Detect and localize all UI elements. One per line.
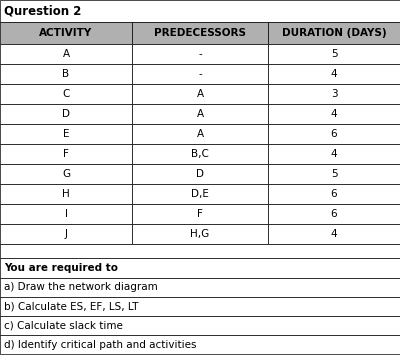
Text: ACTIVITY: ACTIVITY [39,28,93,38]
Text: DURATION (DAYS): DURATION (DAYS) [282,28,386,38]
Text: 3: 3 [331,89,337,99]
Bar [132,164,268,184]
Bar [268,204,400,224]
Text: C: C [62,89,70,99]
Text: c) Calculate slack time: c) Calculate slack time [4,321,123,331]
Bar [268,164,400,184]
Bar [132,84,268,104]
Bar [268,64,400,84]
Text: 4: 4 [331,109,337,119]
Text: B: B [62,69,70,79]
Text: 5: 5 [331,169,337,179]
Bar [132,184,268,204]
Bar [132,224,268,244]
Text: H: H [62,189,70,199]
Bar [268,84,400,104]
Bar [0,124,132,144]
Text: Qurestion 2: Qurestion 2 [4,4,81,17]
Text: B,C: B,C [191,149,209,159]
Text: -: - [198,69,202,79]
Text: A: A [196,89,204,99]
Text: d) Identify critical path and activities: d) Identify critical path and activities [4,339,196,349]
Text: G: G [62,169,70,179]
Text: a) Draw the network diagram: a) Draw the network diagram [4,283,158,292]
Text: F: F [197,209,203,219]
Bar [0,44,132,64]
Bar [268,44,400,64]
Bar [132,124,268,144]
Bar [0,224,132,244]
Bar [132,144,268,164]
Bar [268,104,400,124]
Bar [132,22,268,44]
Text: D: D [62,109,70,119]
Text: A: A [62,49,70,59]
Text: D: D [196,169,204,179]
Bar [132,204,268,224]
Bar [0,144,132,164]
Bar [268,144,400,164]
Bar [0,84,132,104]
Bar [268,124,400,144]
Bar [132,104,268,124]
Bar [0,316,400,335]
Bar [0,244,400,258]
Bar [268,22,400,44]
Text: 4: 4 [331,229,337,239]
Bar [0,0,400,22]
Text: -: - [198,49,202,59]
Text: 6: 6 [331,209,337,219]
Text: F: F [63,149,69,159]
Bar [0,204,132,224]
Bar [0,258,400,278]
Bar [268,224,400,244]
Text: D,E: D,E [191,189,209,199]
Text: E: E [63,129,69,139]
Text: You are required to: You are required to [4,263,118,273]
Bar [132,64,268,84]
Bar [0,278,400,297]
Bar [0,335,400,354]
Bar [132,44,268,64]
Text: A: A [196,129,204,139]
Text: 6: 6 [331,189,337,199]
Text: 6: 6 [331,129,337,139]
Text: J: J [64,229,68,239]
Bar [268,184,400,204]
Text: b) Calculate ES, EF, LS, LT: b) Calculate ES, EF, LS, LT [4,301,138,312]
Text: PREDECESSORS: PREDECESSORS [154,28,246,38]
Text: 5: 5 [331,49,337,59]
Bar [0,104,132,124]
Bar [0,64,132,84]
Text: H,G: H,G [190,229,210,239]
Bar [0,22,132,44]
Bar [0,164,132,184]
Bar [0,297,400,316]
Text: I: I [64,209,68,219]
Text: A: A [196,109,204,119]
Text: 4: 4 [331,69,337,79]
Text: 4: 4 [331,149,337,159]
Bar [0,184,132,204]
